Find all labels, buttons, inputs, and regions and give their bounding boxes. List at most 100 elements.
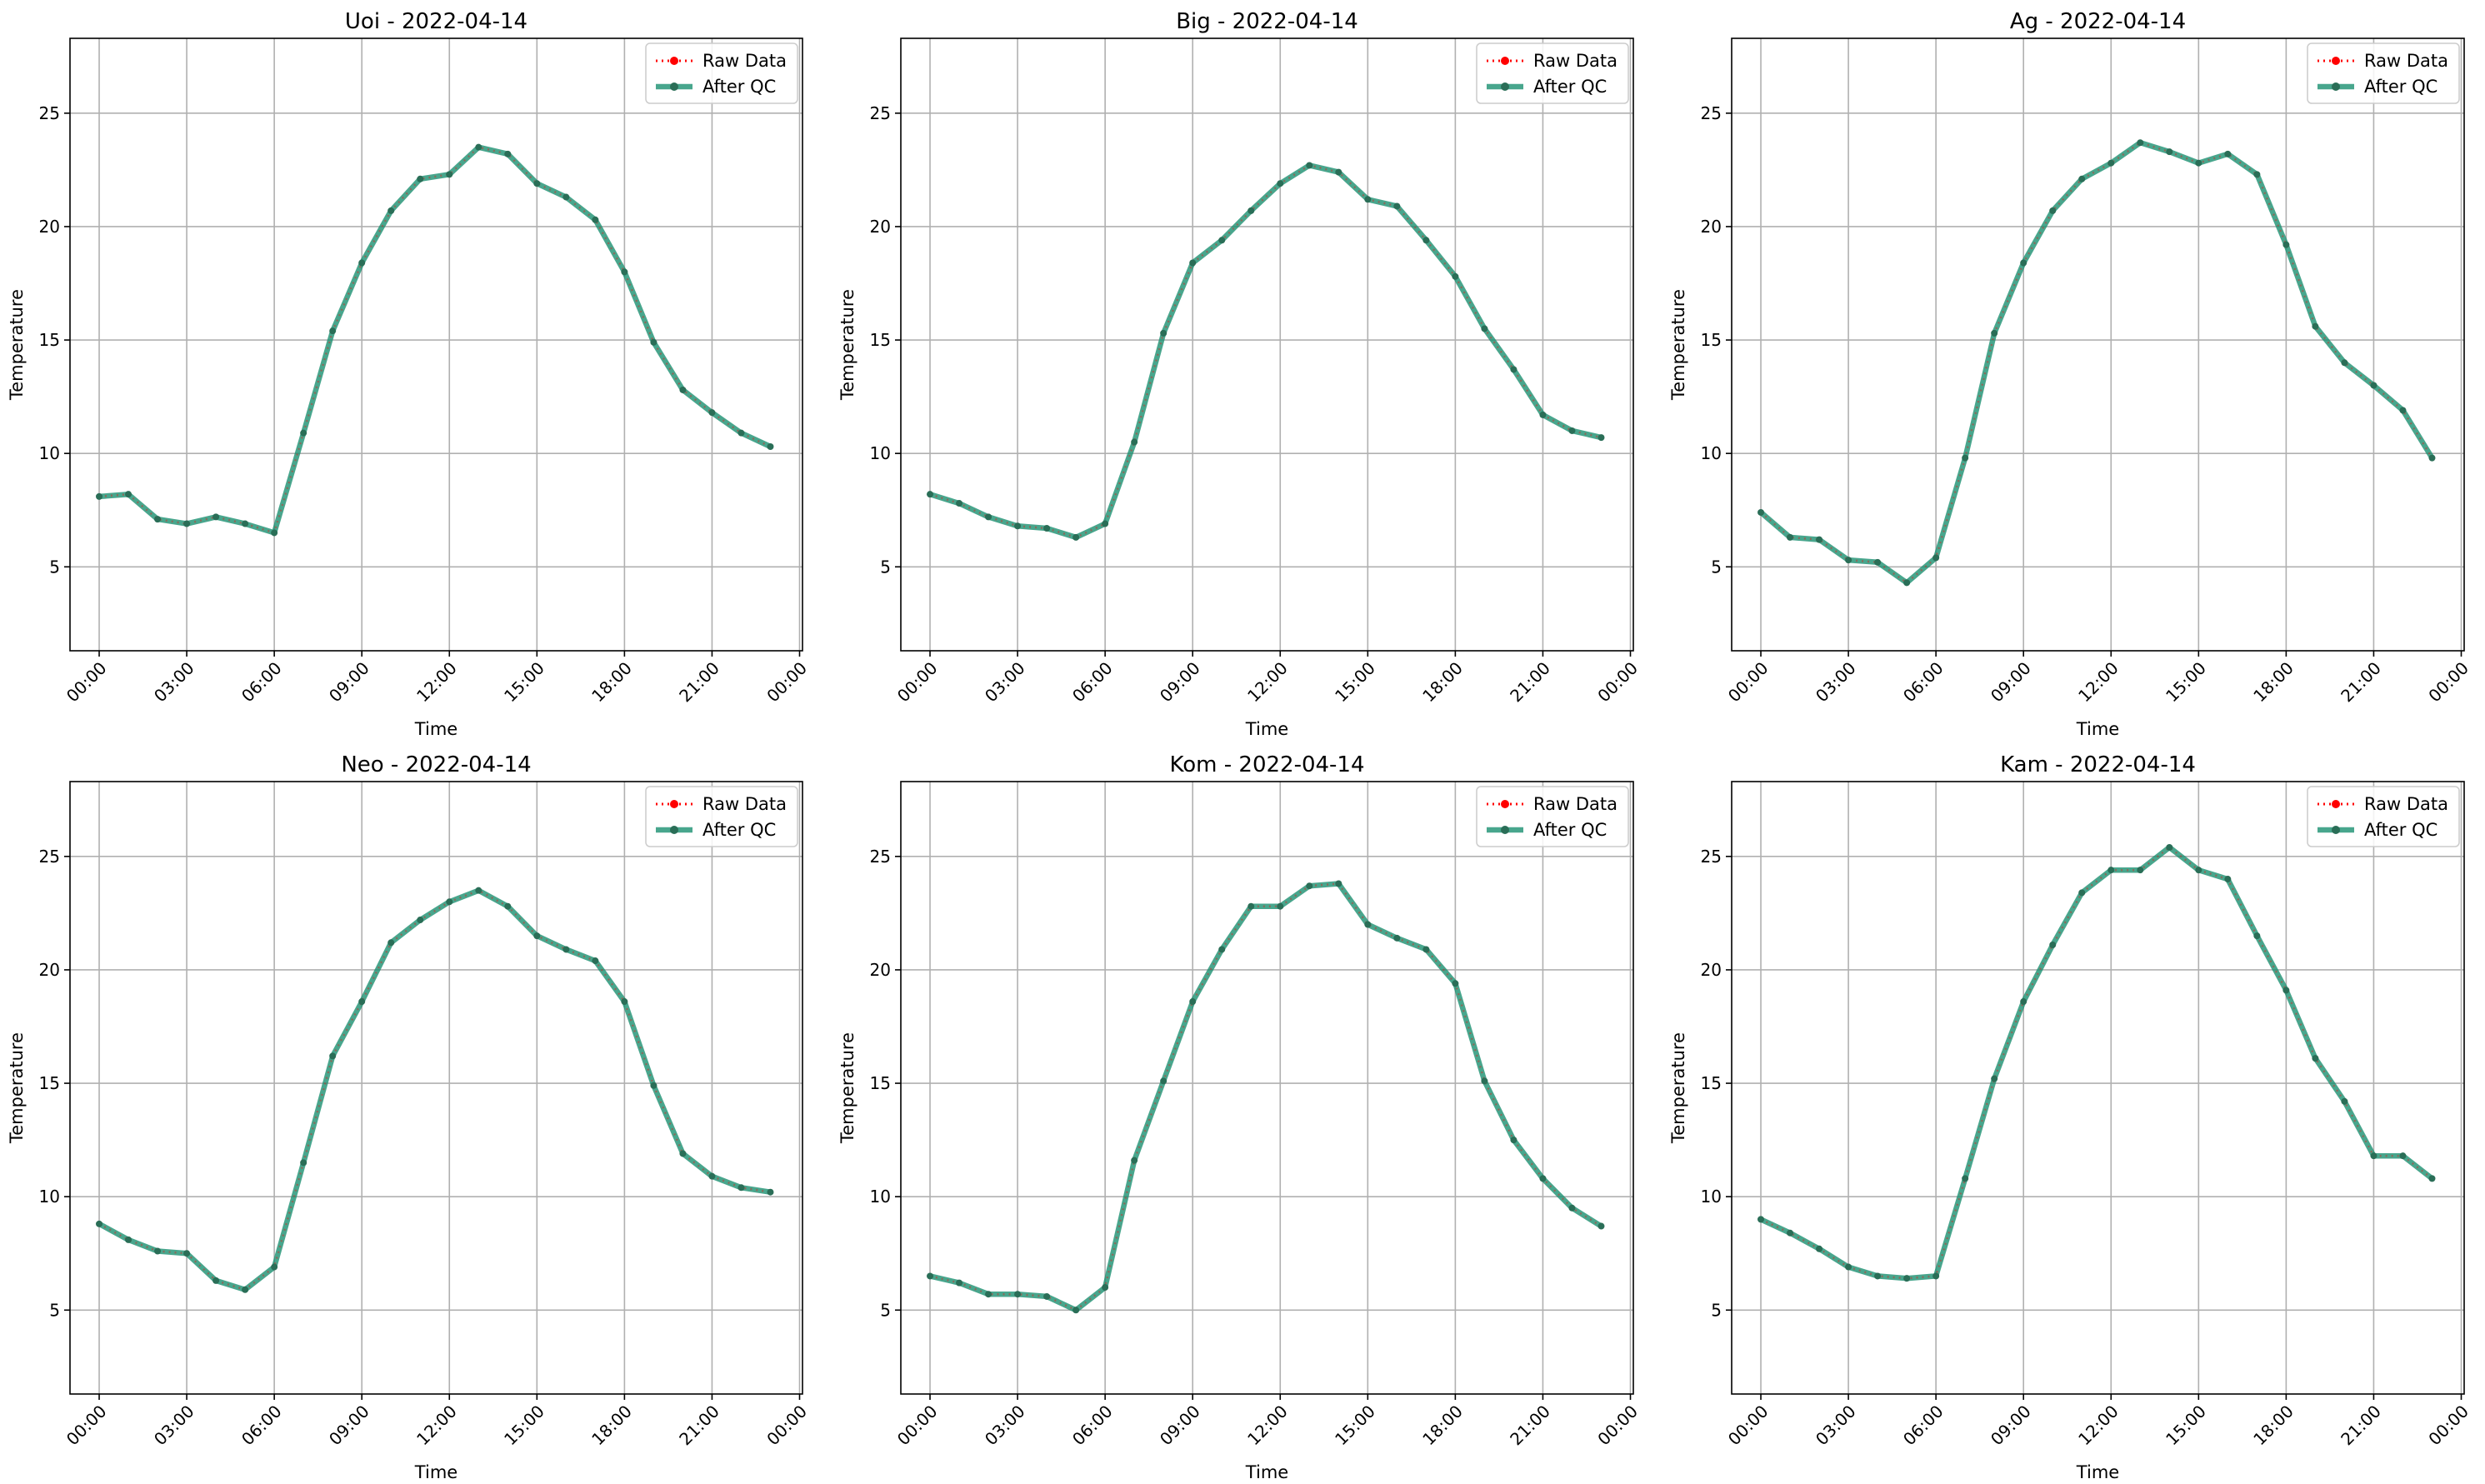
data-point [1189, 998, 1197, 1006]
data-point [592, 957, 599, 965]
data-point [446, 171, 453, 178]
data-point [1598, 434, 1605, 442]
series-line-raw-data [929, 164, 1602, 539]
data-point [388, 207, 395, 214]
y-tick-label: 25 [39, 847, 60, 867]
x-tick-label: 06:00 [1899, 658, 1948, 707]
y-tick-label: 20 [870, 217, 891, 237]
data-point [1393, 934, 1401, 942]
x-tick-label: 15:00 [500, 658, 548, 707]
data-point [2137, 139, 2144, 147]
data-point [985, 513, 992, 521]
series-line-raw-data [929, 882, 1602, 1312]
data-point [212, 513, 220, 521]
x-axis-label: Time [2076, 1462, 2119, 1482]
data-point [1248, 207, 1255, 214]
legend-label-raw: Raw Data [1533, 794, 1618, 814]
data-point [1539, 411, 1547, 418]
data-point [1277, 902, 1284, 910]
data-point [1218, 946, 1226, 953]
y-tick-label: 5 [1711, 1300, 1722, 1320]
data-point [2312, 1055, 2319, 1062]
x-tick-label: 06:00 [238, 1402, 286, 1450]
y-tick-label: 5 [880, 1300, 891, 1320]
x-tick-label: 12:00 [2074, 658, 2122, 707]
data-point [1845, 1263, 1852, 1271]
series-line-after-qc [929, 162, 1602, 541]
data-point [2108, 867, 2115, 874]
legend-marker-raw [2332, 800, 2340, 808]
x-tick-label: 00:00 [1593, 658, 1642, 707]
data-point [2399, 1152, 2407, 1160]
data-point [2020, 259, 2028, 267]
legend: Raw Data After QC [1476, 42, 1629, 104]
data-point [2428, 1175, 2436, 1182]
data-point [1845, 557, 1852, 564]
data-point [1816, 1245, 1823, 1252]
data-point [2282, 987, 2290, 994]
legend: Raw Data After QC [645, 42, 798, 104]
x-tick-label: 00:00 [893, 658, 942, 707]
data-point [154, 1247, 162, 1255]
legend-label-qc: After QC [1533, 77, 1607, 97]
data-point [96, 1220, 103, 1227]
data-point [504, 902, 512, 910]
subplot-1: 5 10 15 20 25 00:00 03:00 06:00 09:00 12:00 15:00 1… [7, 9, 811, 739]
x-tick-label: 12:00 [412, 1402, 461, 1450]
data-point [1102, 520, 1109, 527]
x-tick-label: 09:00 [1987, 658, 2035, 707]
y-tick-label: 10 [870, 443, 891, 463]
data-point [2108, 159, 2115, 167]
y-axis-label: Temperature [7, 1032, 27, 1144]
data-point [1758, 1216, 1765, 1223]
y-axis-label: Temperature [7, 289, 27, 401]
data-point [767, 1188, 774, 1196]
legend-label-qc: After QC [702, 820, 776, 840]
data-point [1014, 1291, 1022, 1298]
data-point [1568, 1204, 1576, 1212]
x-tick-label: 06:00 [1068, 1402, 1117, 1450]
chart-title: Uoi - 2022-04-14 [345, 9, 528, 34]
legend-marker-raw [670, 800, 678, 808]
y-axis-label: Temperature [838, 289, 858, 401]
data-point [1043, 525, 1051, 532]
x-tick-label: 00:00 [62, 658, 111, 707]
data-point [1422, 946, 1430, 953]
data-point [1932, 554, 1940, 562]
data-point [1874, 1272, 1882, 1280]
y-tick-label: 10 [870, 1187, 891, 1207]
data-point [2224, 150, 2232, 157]
data-point [1306, 162, 1313, 169]
x-tick-label: 21:00 [1506, 1402, 1554, 1450]
data-point [358, 259, 366, 267]
chart-title: Ag - 2022-04-14 [2010, 9, 2186, 34]
legend-marker-raw [1501, 800, 1509, 808]
legend-label-raw: Raw Data [702, 794, 787, 814]
data-point [533, 932, 541, 940]
x-tick-label: 21:00 [2337, 1402, 2385, 1450]
data-point [1481, 1077, 1488, 1085]
data-point [767, 443, 774, 450]
data-point [1452, 980, 1459, 987]
data-point [1787, 1229, 1794, 1237]
data-point [475, 143, 482, 151]
series-line-after-qc [98, 144, 772, 536]
x-tick-label: 15:00 [2162, 1402, 2210, 1450]
x-tick-label: 18:00 [2249, 658, 2298, 707]
data-point [329, 327, 337, 335]
x-tick-label: 00:00 [1724, 1402, 1772, 1450]
series-line-raw-data [98, 889, 771, 1292]
series-line-after-qc [1759, 844, 2434, 1282]
x-tick-label: 15:00 [500, 1402, 548, 1450]
data-point [1072, 533, 1080, 541]
x-tick-label: 00:00 [893, 1402, 942, 1450]
y-tick-label: 25 [870, 847, 891, 867]
x-tick-label: 21:00 [675, 1402, 723, 1450]
subplot-2: 5 10 15 20 25 00:00 03:00 06:00 09:00 12:00 15:00 1… [838, 9, 1642, 739]
y-tick-label: 5 [49, 557, 60, 577]
data-point [1598, 1222, 1605, 1230]
x-tick-label: 03:00 [1812, 658, 1860, 707]
x-tick-label: 18:00 [1418, 658, 1467, 707]
data-point [2195, 159, 2202, 167]
y-tick-label: 5 [880, 557, 891, 577]
